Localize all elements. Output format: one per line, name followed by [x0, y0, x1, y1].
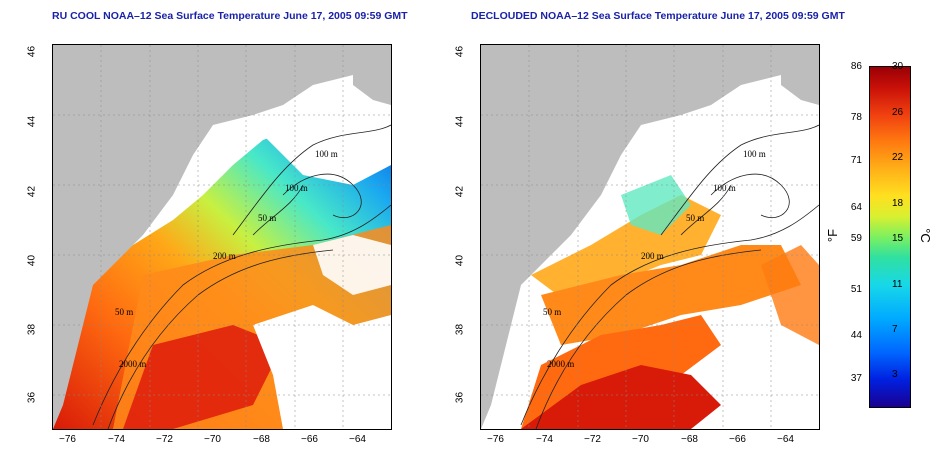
- celsius-tick: 7: [892, 324, 898, 335]
- x-tick: −70: [204, 434, 221, 445]
- fahrenheit-tick: 64: [850, 202, 862, 213]
- contour-label: 2000 m: [547, 359, 574, 369]
- celsius-tick: 18: [892, 198, 904, 209]
- contour-label: 200 m: [213, 251, 236, 261]
- fahrenheit-tick: 44: [850, 330, 862, 341]
- celsius-tick: 11: [892, 279, 903, 290]
- x-tick: −72: [584, 434, 601, 445]
- x-tick: −68: [253, 434, 270, 445]
- contour-label: 100 m: [713, 183, 736, 193]
- right-map-title: DECLOUDED NOAA–12 Sea Surface Temperatur…: [471, 10, 845, 22]
- x-tick: −66: [301, 434, 318, 445]
- x-tick: −76: [59, 434, 76, 445]
- x-tick: −66: [729, 434, 746, 445]
- x-tick: −68: [681, 434, 698, 445]
- y-tick: 36: [454, 391, 466, 404]
- left-map-title: RU COOL NOAA–12 Sea Surface Temperature …: [52, 10, 408, 22]
- x-tick: −74: [536, 434, 553, 445]
- fahrenheit-tick: 59: [850, 233, 862, 244]
- x-tick: −64: [349, 434, 366, 445]
- contour-label: 100 m: [285, 183, 308, 193]
- fahrenheit-tick: 37: [850, 373, 862, 384]
- y-tick: 40: [454, 254, 466, 267]
- y-tick: 36: [26, 391, 38, 404]
- right-sst-map: 100 m 100 m 50 m 200 m 50 m 2000 m: [480, 44, 820, 430]
- contour-label: 200 m: [641, 251, 664, 261]
- x-tick: −76: [487, 434, 504, 445]
- temperature-colorbar: [869, 66, 911, 408]
- celsius-tick: 3: [892, 369, 898, 380]
- fahrenheit-tick: 78: [850, 112, 862, 123]
- celsius-tick: 15: [892, 233, 904, 244]
- x-tick: −64: [777, 434, 794, 445]
- contour-label: 100 m: [315, 149, 338, 159]
- y-tick: 40: [26, 254, 38, 267]
- x-tick: −74: [108, 434, 125, 445]
- contour-label: 50 m: [543, 307, 561, 317]
- contour-label: 50 m: [686, 213, 704, 223]
- contour-label: 100 m: [743, 149, 766, 159]
- celsius-tick: 26: [892, 107, 904, 118]
- y-tick: 46: [26, 45, 38, 58]
- y-tick: 38: [26, 323, 38, 336]
- contour-label: 2000 m: [119, 359, 146, 369]
- y-tick: 46: [454, 45, 466, 58]
- y-tick: 42: [454, 185, 466, 198]
- fahrenheit-tick: 71: [850, 155, 862, 166]
- y-tick: 44: [454, 115, 466, 128]
- y-tick: 38: [454, 323, 466, 336]
- x-tick: −70: [632, 434, 649, 445]
- contour-label: 50 m: [258, 213, 276, 223]
- y-tick: 42: [26, 185, 38, 198]
- celsius-tick: 22: [892, 152, 904, 163]
- y-tick: 44: [26, 115, 38, 128]
- x-tick: −72: [156, 434, 173, 445]
- contour-label: 50 m: [115, 307, 133, 317]
- fahrenheit-tick: 51: [850, 284, 862, 295]
- left-sst-map: 100 m 100 m 50 m 200 m 50 m 2000 m: [52, 44, 392, 430]
- celsius-tick: 30: [892, 61, 904, 72]
- fahrenheit-unit-label: °F: [825, 228, 841, 243]
- celsius-unit-label: °C: [917, 228, 933, 243]
- fahrenheit-tick: 86: [850, 61, 862, 72]
